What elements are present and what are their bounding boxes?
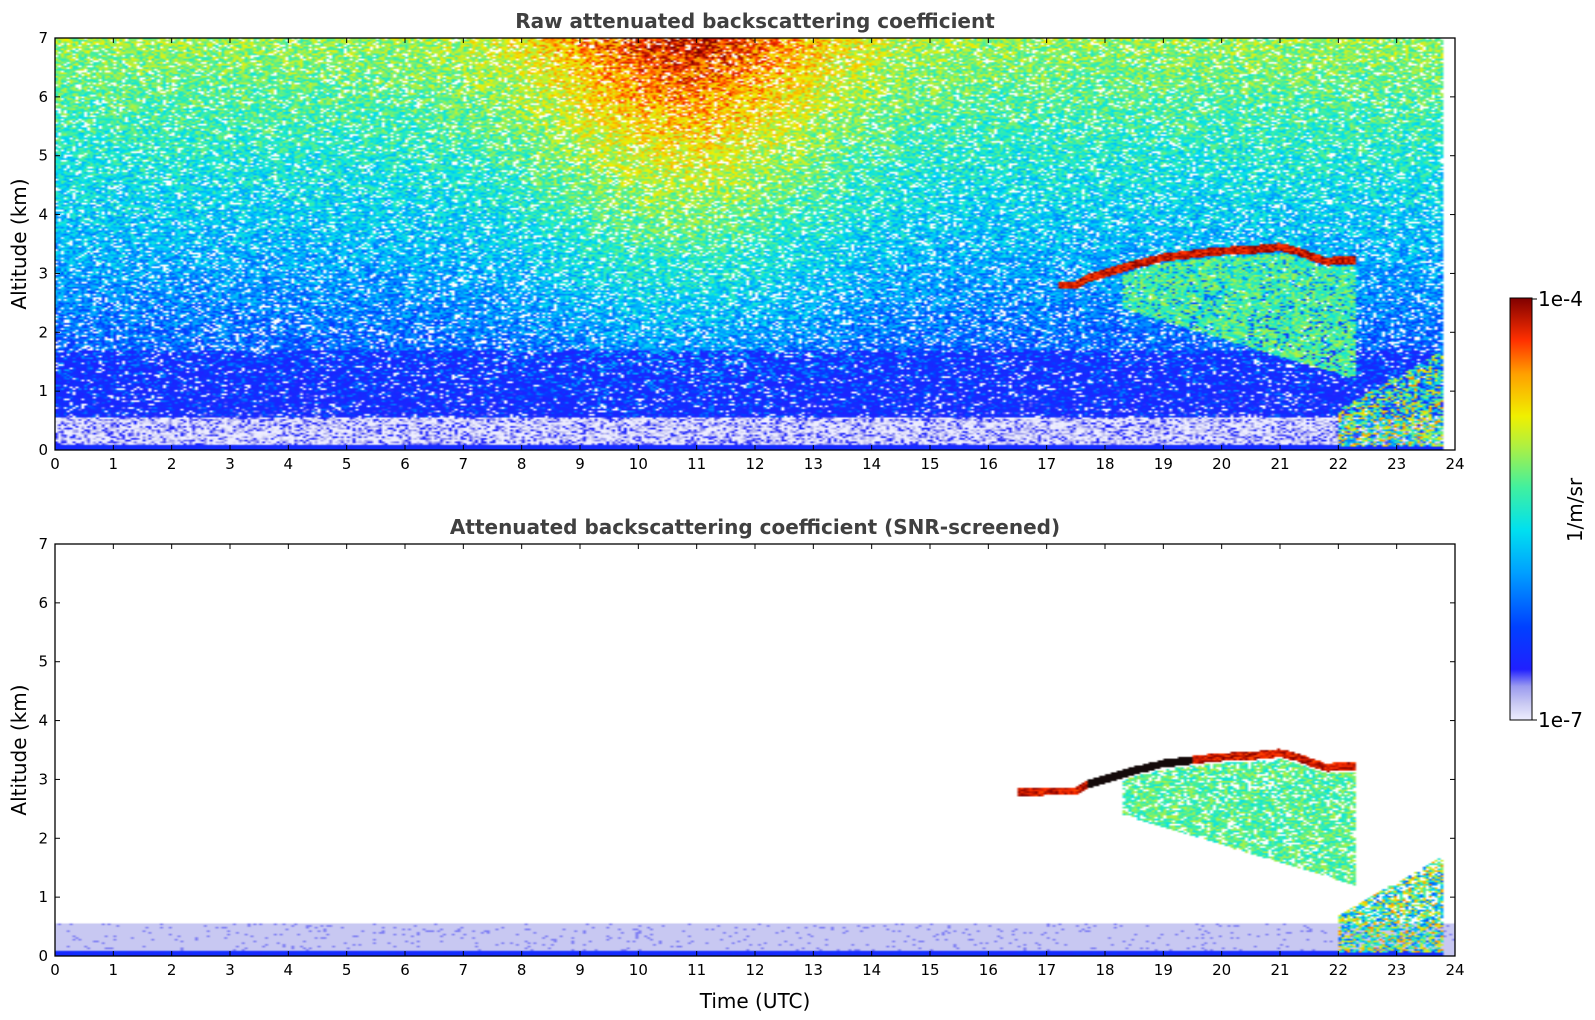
y-tick-label: 0: [38, 441, 48, 459]
heatmap-raster: [55, 38, 1455, 450]
x-tick-label: 4: [284, 455, 294, 473]
x-tick-label: 20: [1212, 455, 1231, 473]
x-tick-label: 2: [167, 961, 177, 979]
screened-y-axis-label: Altitude (km): [7, 684, 31, 815]
x-tick-label: 11: [687, 455, 706, 473]
x-tick-label: 3: [225, 961, 235, 979]
y-tick-label: 4: [38, 206, 48, 224]
x-tick-label: 4: [284, 961, 294, 979]
x-tick-label: 12: [745, 961, 764, 979]
x-tick-label: 6: [400, 961, 410, 979]
y-tick-label: 2: [38, 829, 48, 847]
snr-screened-panel: Attenuated backscattering coefficient (S…: [7, 515, 1465, 1013]
raw-y-axis-label: Altitude (km): [7, 178, 31, 309]
x-tick-label: 15: [920, 455, 939, 473]
x-tick-label: 15: [920, 961, 939, 979]
y-tick-label: 1: [38, 382, 48, 400]
x-tick-label: 14: [862, 455, 881, 473]
raw-backscatter-panel: Raw attenuated backscattering coefficien…: [7, 9, 1465, 473]
y-tick-label: 3: [38, 770, 48, 788]
x-tick-label: 12: [745, 455, 764, 473]
x-tick-label: 10: [629, 455, 648, 473]
colorbar-max-label: 1e-4: [1538, 287, 1583, 311]
x-tick-label: 22: [1329, 455, 1348, 473]
x-tick-label: 0: [50, 455, 60, 473]
y-tick-label: 6: [38, 88, 48, 106]
heatmap-raster: [55, 544, 1455, 956]
y-tick-label: 6: [38, 594, 48, 612]
y-tick-label: 0: [38, 947, 48, 965]
x-tick-label: 9: [575, 455, 585, 473]
x-tick-label: 1: [109, 961, 119, 979]
x-tick-label: 21: [1270, 961, 1289, 979]
colorbar-min-label: 1e-7: [1538, 708, 1583, 732]
x-tick-label: 8: [517, 961, 527, 979]
x-tick-label: 17: [1037, 455, 1056, 473]
x-tick-label: 5: [342, 961, 352, 979]
y-tick-label: 5: [38, 147, 48, 165]
screened-panel-title: Attenuated backscattering coefficient (S…: [450, 515, 1060, 539]
screened-heatmap-image: [55, 544, 1455, 956]
y-tick-label: 4: [38, 712, 48, 730]
y-tick-label: 7: [38, 535, 48, 553]
x-tick-label: 19: [1154, 961, 1173, 979]
x-tick-label: 13: [804, 961, 823, 979]
x-tick-label: 7: [459, 455, 469, 473]
x-tick-label: 23: [1387, 455, 1406, 473]
x-tick-label: 13: [804, 455, 823, 473]
colorbar: 1e-4 1e-7 1/m/sr: [1509, 287, 1587, 732]
raw-y-axis-ticks: 0 1 2 3 4 5 6 7: [38, 29, 1455, 459]
y-tick-label: 5: [38, 653, 48, 671]
x-tick-label: 6: [400, 455, 410, 473]
raw-x-axis-ticks: 0 1 2 3 4 5 6 7 8 9 10 11 12 13 14 15 16 17 18 19 20 21 22 23 24: [50, 38, 1465, 473]
colorbar-unit-label: 1/m/sr: [1563, 477, 1587, 542]
x-tick-label: 10: [629, 961, 648, 979]
screened-y-axis-ticks: 0 1 2 3 4 5 6 7: [38, 535, 1455, 965]
x-tick-label: 23: [1387, 961, 1406, 979]
x-tick-label: 16: [979, 961, 998, 979]
x-tick-label: 7: [459, 961, 469, 979]
x-tick-label: 21: [1270, 455, 1289, 473]
x-tick-label: 11: [687, 961, 706, 979]
x-tick-label: 18: [1095, 961, 1114, 979]
x-tick-label: 16: [979, 455, 998, 473]
y-tick-label: 7: [38, 29, 48, 47]
x-tick-label: 5: [342, 455, 352, 473]
x-tick-label: 20: [1212, 961, 1231, 979]
x-axis-label: Time (UTC): [699, 989, 811, 1013]
y-tick-label: 3: [38, 264, 48, 282]
x-tick-label: 0: [50, 961, 60, 979]
x-tick-label: 1: [109, 455, 119, 473]
x-tick-label: 19: [1154, 455, 1173, 473]
x-tick-label: 9: [575, 961, 585, 979]
colorbar-gradient: [1509, 297, 1533, 721]
x-tick-label: 8: [517, 455, 527, 473]
x-tick-label: 3: [225, 455, 235, 473]
x-tick-label: 22: [1329, 961, 1348, 979]
y-tick-label: 1: [38, 888, 48, 906]
x-tick-label: 17: [1037, 961, 1056, 979]
x-tick-label: 14: [862, 961, 881, 979]
x-tick-label: 24: [1445, 455, 1464, 473]
x-tick-label: 18: [1095, 455, 1114, 473]
x-tick-label: 2: [167, 455, 177, 473]
x-tick-label: 24: [1445, 961, 1464, 979]
y-tick-label: 2: [38, 323, 48, 341]
raw-panel-title: Raw attenuated backscattering coefficien…: [515, 9, 995, 33]
screened-x-axis-ticks: 0 1 2 3 4 5 6 7 8 9 10 11 12 13 14 15 16 17 18 19 20 21 22 23 24: [50, 544, 1465, 979]
raw-heatmap-image: [55, 38, 1455, 450]
